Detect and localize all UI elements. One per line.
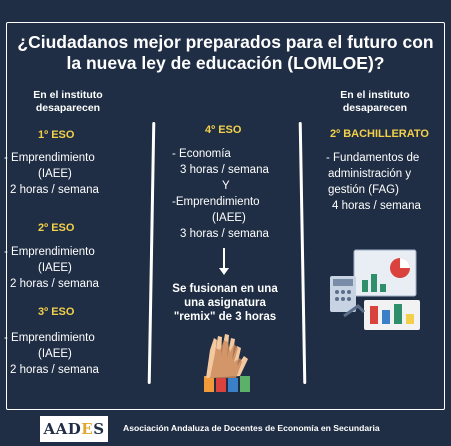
right-block: - Fundamentos de administración y gestió… — [326, 150, 444, 214]
finance-illustration-icon — [330, 249, 420, 330]
center-course: 4º ESO — [205, 124, 242, 136]
left-block-3: - Emprendimiento (IAEE) 2 horas / semana — [4, 330, 132, 378]
merge-line-1: Se fusionan en una — [172, 283, 278, 295]
title-line-1: ¿Ciudadanos mejor preparados para el fut… — [17, 32, 434, 52]
left-block-2-line-1: - Emprendimiento — [4, 246, 95, 258]
center-line-1: - Economía — [172, 148, 231, 160]
left-course-1: 1º ESO — [38, 129, 75, 141]
left-header-line-2: desaparecen — [35, 102, 101, 114]
left-course-3: 3º ESO — [38, 306, 75, 318]
footer-text: Asociación Andaluza de Docentes de Econo… — [123, 423, 380, 433]
raised-hands-icon — [204, 334, 250, 392]
right-line-4: 4 horas / semana — [332, 200, 421, 212]
left-block-2: - Emprendimiento (IAEE) 2 horas / semana — [4, 244, 132, 292]
left-block-1-line-3: 2 horas / semana — [10, 184, 99, 196]
logo-text-1: AAD — [43, 420, 82, 438]
right-course: 2º BACHILLERATO — [330, 128, 429, 140]
left-course-2: 2º ESO — [38, 222, 75, 234]
left-block-2-line-3: 2 horas / semana — [10, 278, 99, 290]
left-block-3-line-2: (IAEE) — [38, 348, 72, 360]
page-title: ¿Ciudadanos mejor preparados para el fut… — [12, 32, 439, 74]
left-header-line-1: En el instituto — [33, 89, 103, 101]
down-arrow-line — [223, 248, 225, 270]
logo-text-2: E — [81, 420, 94, 438]
right-line-3: gestión (FAG) — [328, 184, 399, 196]
center-line-6: 3 horas / semana — [180, 228, 269, 240]
merge-line-3: "remix" de 3 horas — [173, 311, 277, 323]
down-arrow-icon — [219, 268, 229, 275]
left-block-1-line-1: - Emprendimiento — [4, 152, 95, 164]
title-line-2: la nueva ley de educación (LOMLOE)? — [66, 53, 385, 73]
center-line-5: (IAEE) — [212, 212, 246, 224]
left-block-1-line-2: (IAEE) — [38, 168, 72, 180]
aades-logo: AAD E S — [40, 416, 108, 442]
center-block: - Economía 3 horas / semana Y -Emprendim… — [172, 146, 292, 242]
center-line-3: Y — [222, 180, 230, 192]
left-block-3-line-1: - Emprendimiento — [4, 332, 95, 344]
left-block-2-line-2: (IAEE) — [38, 262, 72, 274]
center-line-2: 3 horas / semana — [180, 164, 269, 176]
left-header: En el instituto desaparecen — [18, 89, 118, 115]
center-line-4: -Emprendimiento — [172, 196, 260, 208]
right-header: En el instituto desaparecen — [320, 89, 430, 115]
right-header-line-1: En el instituto — [340, 89, 410, 101]
merge-text: Se fusionan en una una asignatura "remix… — [160, 282, 290, 324]
logo-text-3: S — [93, 420, 105, 438]
left-block-1: - Emprendimiento (IAEE) 2 horas / semana — [4, 150, 132, 198]
right-line-2: administración y — [328, 168, 412, 180]
merge-line-2: una asignatura — [184, 297, 266, 309]
right-line-1: - Fundamentos de — [326, 152, 420, 164]
content-frame — [6, 22, 445, 410]
right-header-line-2: desaparecen — [342, 102, 408, 114]
left-block-3-line-3: 2 horas / semana — [10, 364, 99, 376]
